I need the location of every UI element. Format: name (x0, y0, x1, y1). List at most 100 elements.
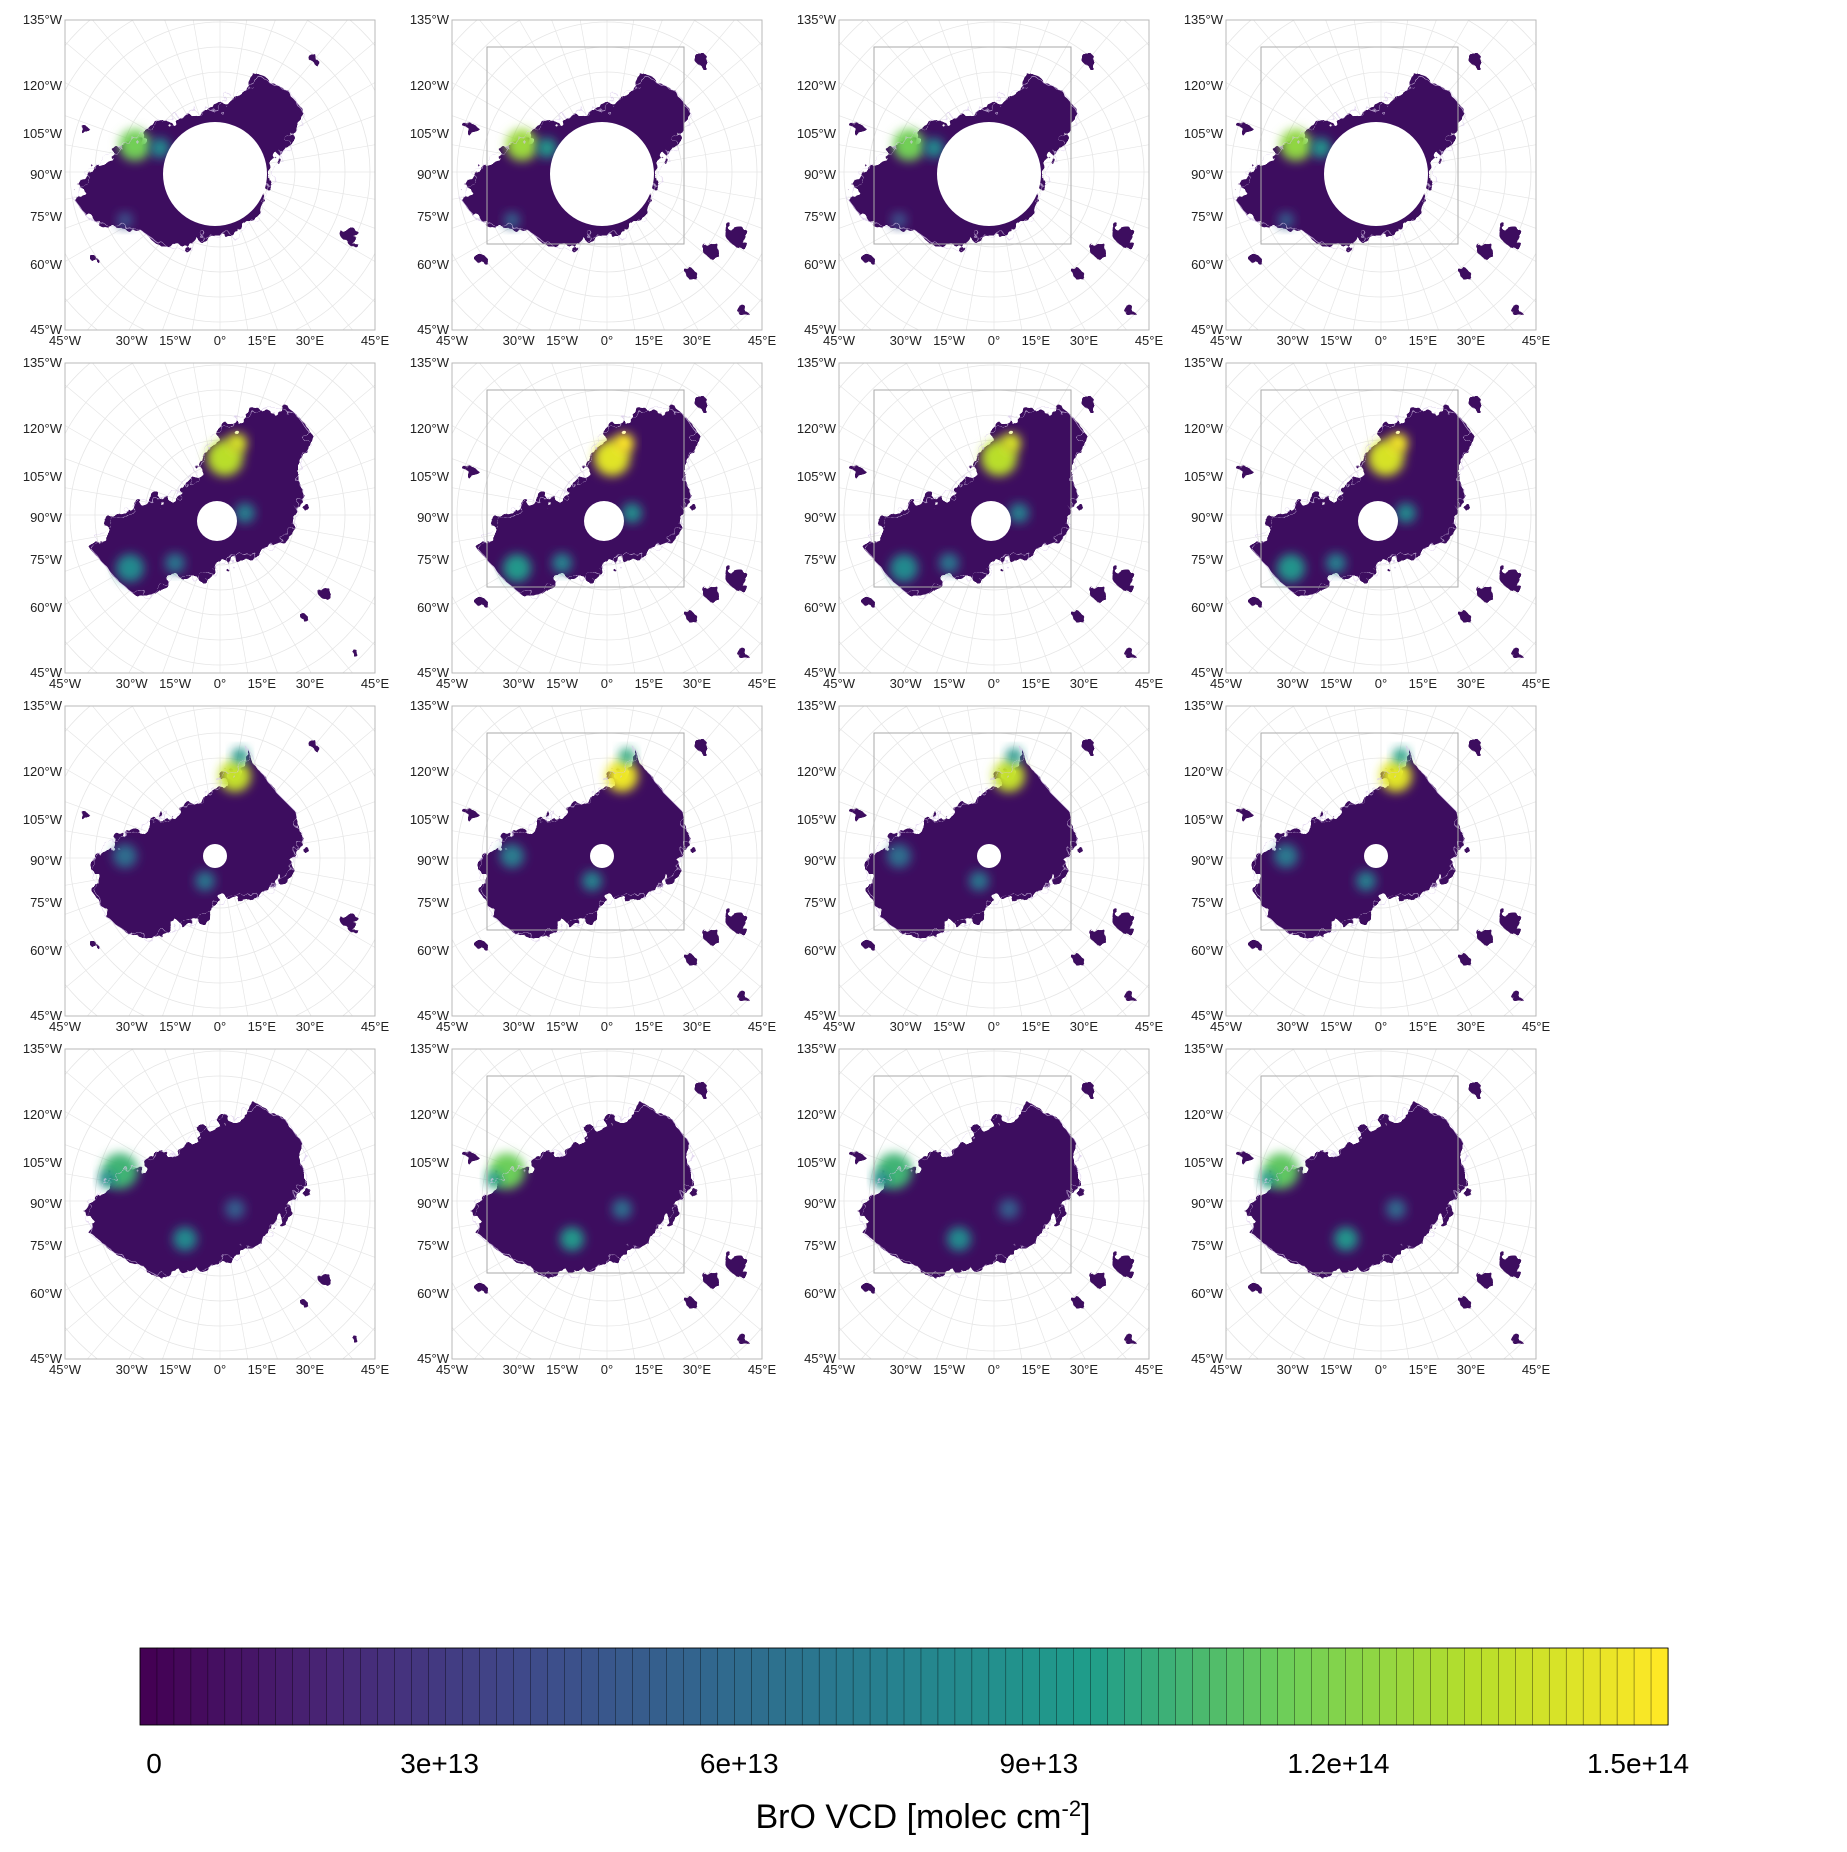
x-tick-label: 15°E (1409, 676, 1438, 691)
bro-hotspot (893, 129, 925, 161)
y-tick-label: 105°W (1184, 469, 1224, 484)
bro-speckle (352, 650, 358, 656)
bro-hotspot (504, 212, 520, 228)
graticule-meridian (839, 425, 995, 516)
y-tick-label: 75°W (804, 209, 837, 224)
colorbar-bin (1039, 1647, 1058, 1726)
graticule-meridian (993, 171, 1149, 262)
graticule-meridian (219, 857, 278, 1016)
bro-hotspot (116, 554, 144, 582)
y-tick-label: 45°W (804, 665, 837, 680)
polar-gap (977, 844, 1001, 868)
graticule-meridian (1226, 425, 1382, 516)
y-tick-label: 75°W (30, 209, 63, 224)
y-tick-label: 45°W (417, 1008, 450, 1023)
colorbar-bin (1582, 1647, 1601, 1726)
panel-frame (64, 705, 376, 1017)
bro-speckle (696, 54, 708, 66)
x-tick-label: 45°W (49, 1019, 82, 1034)
bro-hotspot (887, 844, 911, 868)
y-tick-label: 120°W (23, 764, 63, 779)
x-tick-label: 15°E (635, 333, 664, 348)
y-tick-label: 60°W (417, 943, 450, 958)
x-tick-label: 0° (214, 1019, 226, 1034)
y-tick-label: 75°W (417, 209, 450, 224)
y-tick-label: 90°W (30, 853, 63, 868)
coastline (863, 407, 1085, 596)
x-tick-label: 0° (214, 333, 226, 348)
coastline (846, 79, 1080, 251)
coastline (1250, 407, 1472, 596)
bro-speckle (1240, 124, 1252, 136)
graticule-meridian (1252, 363, 1382, 516)
y-tick-label: 60°W (417, 600, 450, 615)
y-tick-label: 120°W (797, 764, 837, 779)
graticule-meridian (606, 514, 665, 673)
colorbar-bin (1226, 1647, 1245, 1726)
bro-hotspot (150, 138, 170, 158)
bro-speckle (1124, 648, 1134, 658)
x-tick-label: 15°W (1320, 676, 1353, 691)
bro-speckle (342, 913, 358, 929)
graticule-meridian (993, 514, 1128, 673)
y-tick-label: 75°W (1191, 895, 1224, 910)
x-tick-label: 0° (988, 1362, 1000, 1377)
y-tick-label: 45°W (417, 1351, 450, 1366)
bro-speckle (1470, 740, 1482, 752)
colorbar-bin (1073, 1647, 1092, 1726)
colorbar-bin (139, 1647, 158, 1726)
colorbar-bin (954, 1647, 973, 1726)
x-tick-label: 45°E (748, 333, 777, 348)
y-tick-label: 45°W (804, 1008, 837, 1023)
bro-speckle (1511, 648, 1521, 658)
bro-speckle (1251, 1284, 1261, 1294)
map-panel: 45°W 30°W 15°W 0° 15°E 30°E 45°E 135°W 120°W 105°… (797, 1041, 1164, 1377)
bro-speckle (477, 255, 487, 265)
colorbar-bin (700, 1647, 718, 1726)
y-tick-label: 135°W (1184, 1041, 1224, 1056)
panel-frame (838, 362, 1150, 674)
bro-field (1256, 751, 1461, 938)
colorbar-bin (835, 1647, 854, 1726)
bro-speckle (1501, 225, 1521, 245)
panel-frame (838, 705, 1150, 1017)
graticule-meridian (993, 514, 1086, 673)
coastline (860, 1108, 1080, 1278)
colorbar-bin (1209, 1647, 1228, 1726)
bro-speckle (687, 956, 697, 966)
bro-field (864, 408, 1084, 595)
colorbar-bin (377, 1647, 396, 1726)
panel-frame (1225, 705, 1537, 1017)
graticule-meridian (65, 425, 221, 516)
bro-hotspot (503, 554, 531, 582)
colorbar-bin (734, 1647, 752, 1726)
x-tick-label: 45°E (1522, 1019, 1551, 1034)
graticule-meridian (1380, 857, 1515, 1016)
y-tick-label: 75°W (417, 552, 450, 567)
bro-hotspot (622, 503, 642, 523)
y-tick-label: 135°W (23, 12, 63, 27)
bro-speckle (1470, 1083, 1482, 1095)
y-tick-label: 135°W (797, 355, 837, 370)
colorbar-bin (1158, 1647, 1177, 1726)
bro-hotspot (227, 433, 247, 453)
bro-speckle (342, 227, 358, 243)
x-tick-label: 0° (601, 333, 613, 348)
graticule-meridian (219, 171, 375, 229)
bro-hotspot (225, 1199, 245, 1219)
bro-speckle (92, 943, 98, 949)
bro-speckle (1124, 305, 1134, 315)
bro-hotspot (993, 760, 1025, 792)
colorbar-bin (360, 1647, 379, 1726)
graticule-meridian (1380, 514, 1515, 673)
bro-speckle (1511, 305, 1521, 315)
map-panel: 45°W 30°W 15°W 0° 15°E 30°E 45°E 135°W 120°W 105°… (797, 355, 1164, 691)
y-tick-label: 120°W (1184, 764, 1224, 779)
graticule-meridian (219, 857, 312, 1016)
colorbar-bin (309, 1647, 328, 1726)
x-tick-label: 0° (1375, 1019, 1387, 1034)
y-tick-label: 120°W (23, 1107, 63, 1122)
x-tick-label: 30°E (1070, 1019, 1099, 1034)
bro-hotspot (890, 554, 918, 582)
bro-hotspot (500, 844, 524, 868)
